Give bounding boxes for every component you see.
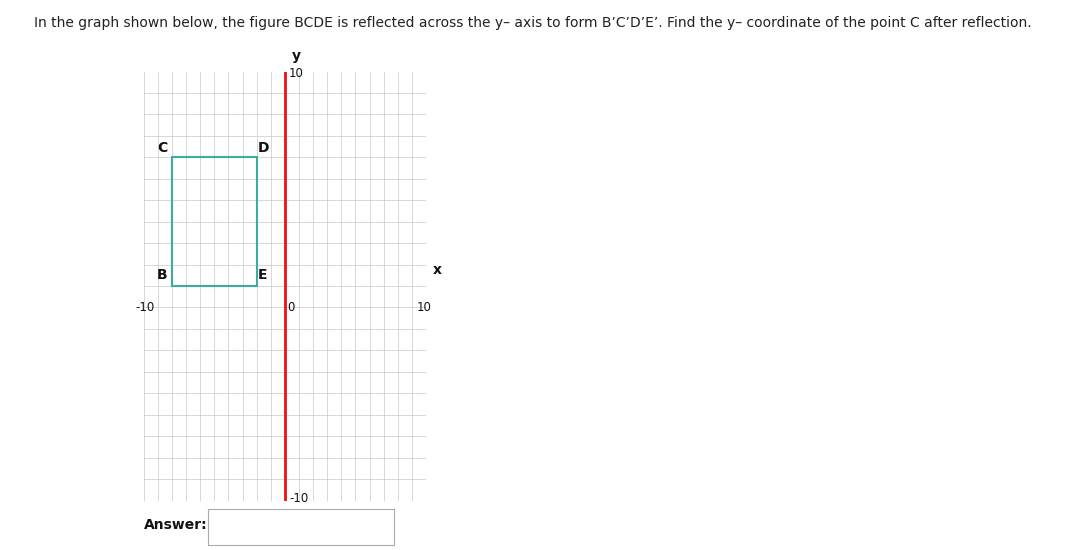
Text: y: y (292, 50, 301, 63)
Text: D: D (258, 141, 269, 155)
Text: C: C (158, 141, 168, 155)
Text: In the graph shown below, the figure BCDE is reflected across the y– axis to for: In the graph shown below, the figure BCD… (34, 16, 1031, 30)
Text: x: x (432, 263, 442, 277)
Text: Answer:: Answer: (144, 518, 208, 532)
Text: 10: 10 (417, 301, 432, 314)
Text: E: E (258, 268, 267, 282)
Text: 10: 10 (289, 67, 304, 80)
Text: 0: 0 (288, 301, 295, 314)
Text: -10: -10 (135, 301, 154, 314)
Text: B: B (158, 268, 168, 282)
Text: -10: -10 (289, 492, 309, 505)
